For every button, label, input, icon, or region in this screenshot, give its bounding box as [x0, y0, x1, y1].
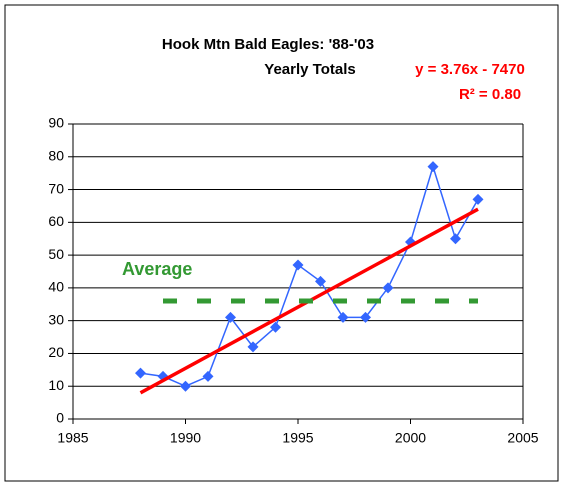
y-tick-label: 20: [48, 344, 64, 360]
marker: [202, 370, 214, 382]
chart-border: [4, 4, 559, 482]
marker: [337, 311, 349, 323]
x-tick-label: 1990: [170, 430, 201, 446]
y-tick-label: 60: [48, 213, 64, 229]
x-tick-label: 2000: [395, 430, 426, 446]
x-tick-label: 1995: [282, 430, 313, 446]
annotation: y = 3.76x - 7470: [415, 61, 525, 78]
marker: [292, 259, 304, 271]
y-tick-label: 0: [56, 410, 64, 426]
y-tick-label: 80: [48, 147, 64, 163]
annotation: Average: [122, 259, 192, 279]
marker: [315, 275, 326, 287]
marker: [450, 233, 461, 245]
x-tick-label: 1985: [57, 430, 88, 446]
marker: [360, 311, 371, 323]
marker: [135, 367, 146, 379]
y-tick-label: 90: [48, 115, 64, 131]
y-tick-label: 50: [48, 246, 64, 262]
marker: [472, 193, 484, 205]
y-tick-label: 40: [48, 279, 64, 295]
chart-subtitle: Yearly Totals: [264, 61, 355, 78]
marker: [225, 311, 236, 323]
marker: [247, 341, 259, 353]
annotation: R² = 0.80: [459, 86, 521, 103]
marker: [382, 282, 394, 294]
chart-title: Hook Mtn Bald Eagles: '88-'03: [162, 36, 374, 53]
y-tick-label: 30: [48, 311, 64, 327]
x-tick-label: 2005: [507, 430, 538, 446]
data-line: [140, 164, 479, 388]
y-tick-label: 10: [48, 377, 64, 393]
y-tick-label: 70: [48, 180, 64, 196]
marker: [270, 321, 281, 333]
marker: [180, 380, 191, 392]
marker: [427, 161, 439, 173]
